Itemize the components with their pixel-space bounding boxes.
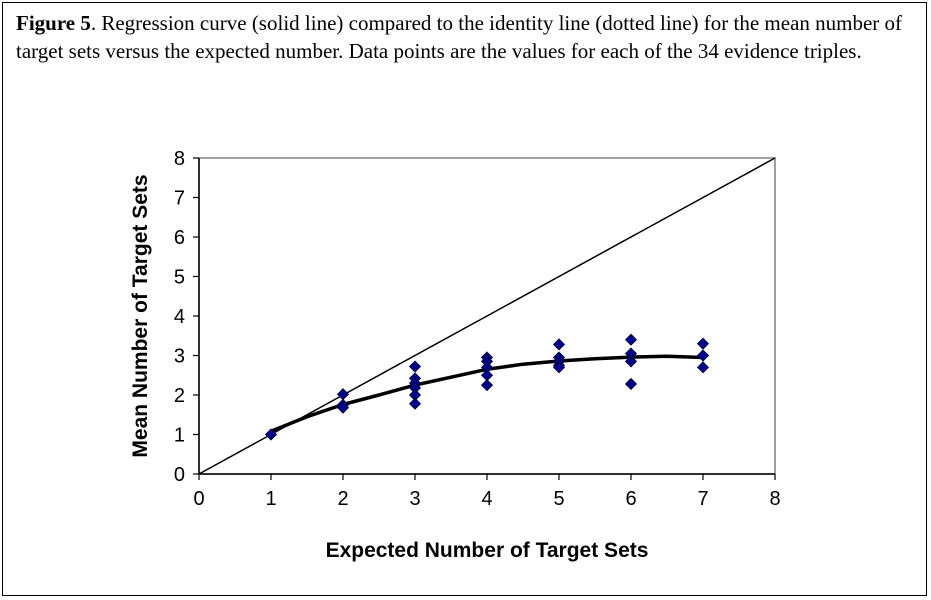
axes	[193, 157, 776, 480]
figure-label: Figure 5	[16, 11, 91, 35]
x-tick-label: 6	[625, 488, 636, 510]
y-tick-label: 7	[174, 188, 185, 210]
x-tick-label: 4	[481, 488, 492, 510]
x-tick-label: 7	[697, 488, 708, 510]
y-tick-label: 2	[174, 385, 185, 407]
data-point	[696, 337, 710, 350]
y-tick-label: 6	[174, 227, 185, 249]
data-point	[552, 338, 566, 351]
x-tick-label: 2	[337, 488, 348, 510]
data-point	[408, 397, 422, 410]
data-point	[408, 360, 422, 373]
x-tick-label: 0	[193, 488, 204, 510]
figure-caption: Figure 5. Regression curve (solid line) …	[16, 9, 911, 65]
y-axis-label: Mean Number of Target Sets	[129, 174, 152, 457]
y-tick-label: 3	[174, 346, 185, 368]
data-point	[624, 355, 638, 368]
data-point	[624, 333, 638, 346]
y-tick-label: 0	[174, 464, 185, 486]
y-tick-label: 4	[174, 306, 185, 328]
x-tick-label: 1	[265, 488, 276, 510]
tick-labels: 0 1 2 3 4 5 6 7 8 0 1 2 3 4 5 6 7 8	[174, 148, 781, 510]
data-point	[480, 379, 494, 392]
data-point	[696, 349, 710, 362]
y-tick-label: 8	[174, 148, 185, 170]
y-tick-label: 5	[174, 267, 185, 289]
data-point	[336, 401, 350, 414]
x-tick-label: 8	[769, 488, 780, 510]
y-tick-label: 1	[174, 425, 185, 447]
data-point	[552, 361, 566, 374]
data-point	[264, 428, 278, 441]
x-tick-label: 5	[553, 488, 564, 510]
data-point	[696, 361, 710, 374]
x-tick-label: 3	[409, 488, 420, 510]
caption-text: . Regression curve (solid line) compared…	[16, 11, 903, 63]
data-markers	[264, 333, 710, 441]
x-axis-label: Expected Number of Target Sets	[326, 539, 649, 562]
data-point	[624, 377, 638, 391]
